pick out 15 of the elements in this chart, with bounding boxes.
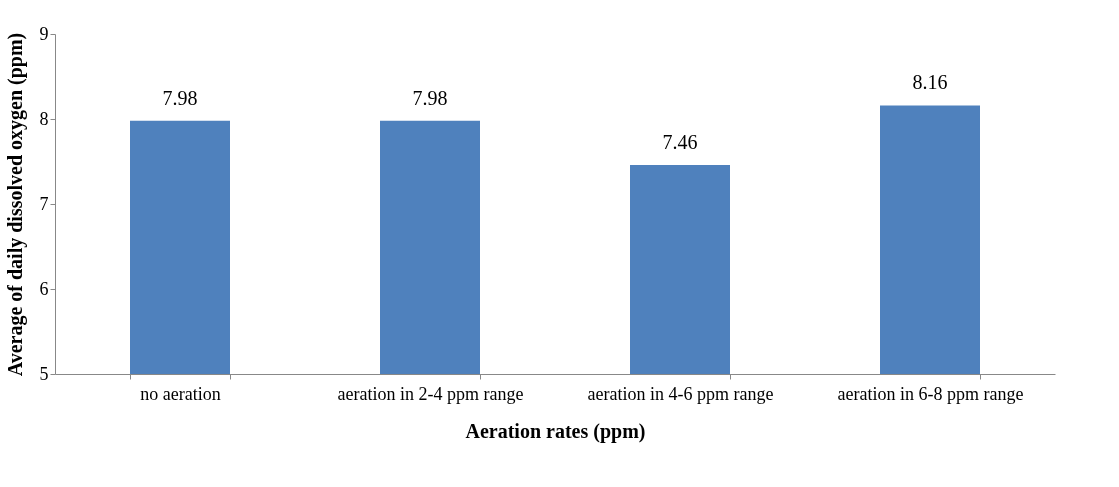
x-axis-title: Aeration rates (ppm) bbox=[465, 419, 646, 443]
data-label: 7.98 bbox=[412, 86, 448, 109]
x-tick-label: no aeration bbox=[140, 383, 221, 404]
y-tick-label: 9 bbox=[39, 23, 49, 44]
y-axis-title: Average of daily dissolved oxygen (ppm) bbox=[3, 32, 27, 377]
x-tick-label: aeration in 4-6 ppm range bbox=[587, 383, 774, 404]
x-tick-label: aeration in 6-8 ppm range bbox=[837, 383, 1024, 404]
x-tick-label: aeration in 2-4 ppm range bbox=[337, 383, 524, 404]
y-tick-label: 6 bbox=[39, 278, 49, 299]
y-tick-label: 5 bbox=[39, 363, 49, 384]
y-tick-label: 8 bbox=[39, 108, 49, 129]
data-label: 7.46 bbox=[662, 130, 698, 153]
y-tick-label: 7 bbox=[39, 193, 49, 214]
data-label: 8.16 bbox=[912, 71, 948, 94]
data-label: 7.98 bbox=[162, 86, 198, 109]
